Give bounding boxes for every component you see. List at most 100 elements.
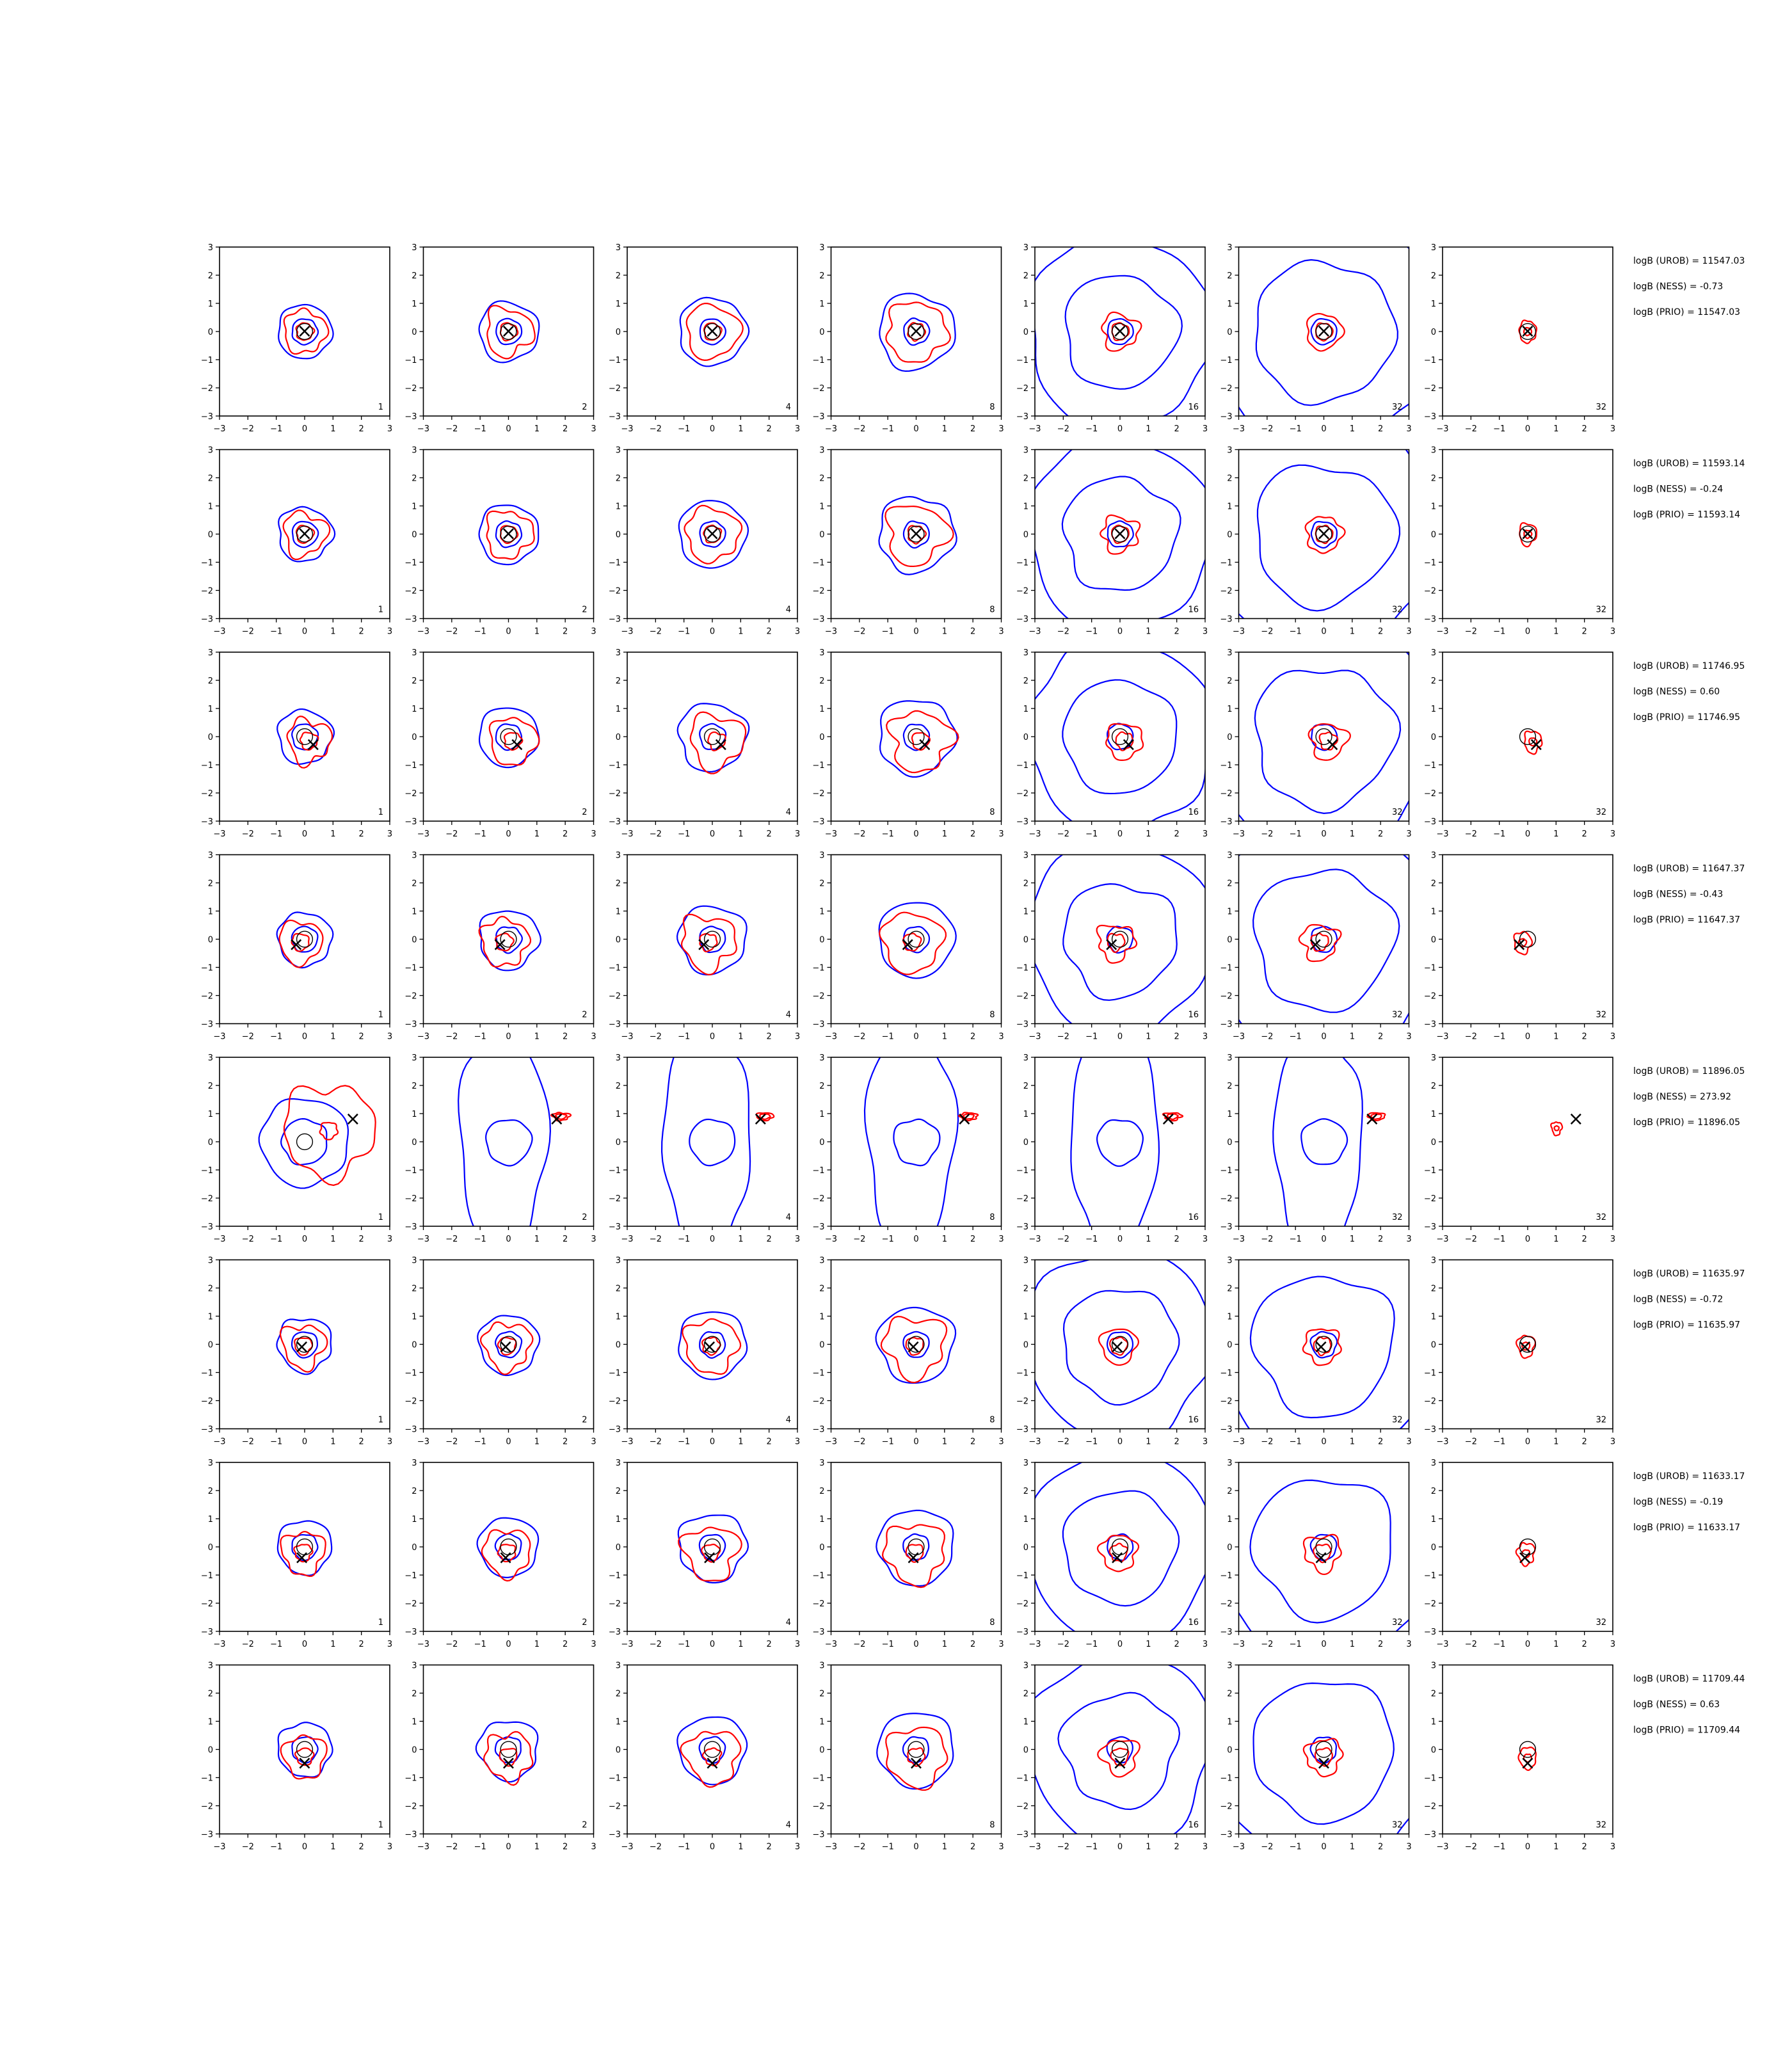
panel-contours — [1238, 1260, 1409, 1429]
x-tick-label: 3 — [998, 1032, 1004, 1042]
y-tick-label: −1 — [1016, 964, 1028, 973]
y-tick-label: 2 — [412, 1690, 417, 1699]
marker-x: × — [1511, 933, 1527, 956]
y-tick-label: −1 — [1220, 1166, 1232, 1176]
panel-contours — [1238, 247, 1409, 416]
y-tick-label: −1 — [201, 1774, 213, 1784]
origin-circle — [1519, 1538, 1537, 1556]
stats-text: logB (NESS) = 273.92 — [1633, 1092, 1731, 1102]
x-tick-label: 0 — [913, 1640, 918, 1649]
y-tick-label: 3 — [1227, 1661, 1232, 1671]
x-tick-label: −2 — [1465, 829, 1477, 839]
x-tick-label: −2 — [853, 1032, 865, 1042]
red-outer-contour — [1366, 1112, 1386, 1122]
y-tick-label: 3 — [412, 446, 417, 456]
y-tick-label: 3 — [819, 1053, 824, 1063]
x-tick-label: 2 — [1174, 627, 1180, 637]
y-tick-label: −3 — [812, 615, 824, 625]
y-tick-label: −1 — [201, 559, 213, 568]
stats-text: logB (UROB) = 11709.44 — [1633, 1674, 1745, 1684]
x-tick-label: 1 — [942, 1640, 947, 1649]
y-tick-label: 1 — [819, 502, 824, 512]
y-tick-label: −1 — [1424, 1571, 1436, 1581]
x-tick-label: 0 — [1525, 627, 1530, 637]
x-tick-label: 3 — [1610, 1843, 1615, 1852]
y-tick-label: −3 — [1424, 615, 1436, 625]
column-label: 2 — [582, 403, 587, 412]
blue-inner-contour — [495, 926, 523, 954]
x-tick-label: 1 — [330, 424, 335, 434]
red-outer-contour — [1308, 723, 1351, 761]
x-tick-label: 1 — [1146, 1640, 1151, 1649]
origin-circle — [1315, 931, 1332, 948]
x-tick-label: 3 — [591, 424, 596, 434]
x-tick-label: 1 — [330, 1640, 335, 1649]
y-tick-label: 0 — [1023, 733, 1028, 742]
y-tick-label: −2 — [1424, 1194, 1436, 1204]
column-label: 8 — [989, 808, 995, 817]
y-tick-label: −3 — [609, 1222, 621, 1232]
blue-outer-contour — [1062, 1490, 1180, 1607]
x-tick-label: −3 — [621, 424, 633, 434]
y-tick-label: 3 — [1227, 446, 1232, 456]
red-inner-contour — [905, 1544, 924, 1563]
panel-r7-c1: × −3−3 −2 −2 −1 −1 0 0 1 1 2 2 3 3 1 — [201, 1459, 392, 1649]
panel-contours — [676, 703, 750, 774]
y-tick-label: 3 — [208, 446, 213, 456]
x-tick-label: 1 — [330, 627, 335, 637]
y-tick-label: −3 — [201, 817, 213, 827]
x-tick-label: 2 — [767, 1843, 772, 1852]
y-tick-label: 2 — [208, 1082, 213, 1091]
x-tick-label: −2 — [1261, 1640, 1273, 1649]
blue-outer-contour — [1062, 679, 1178, 795]
x-tick-label: 3 — [387, 424, 392, 434]
y-tick-label: −2 — [201, 587, 213, 596]
red-outer-contour — [1105, 723, 1144, 761]
y-tick-label: −3 — [404, 1830, 417, 1840]
x-tick-label: 0 — [302, 1843, 307, 1852]
blue-outer-contour — [1062, 883, 1178, 1001]
column-label: 4 — [786, 403, 791, 412]
x-tick-label: 1 — [738, 1235, 743, 1244]
x-tick-label: 2 — [1378, 1640, 1383, 1649]
red-inner-contour — [1166, 1113, 1179, 1121]
panel-contours — [477, 1315, 541, 1377]
origin-circle — [1111, 1741, 1129, 1758]
y-tick-label: −1 — [404, 356, 417, 365]
panel-r2-c3: × −3−3 −2 −2 −1 −1 0 0 1 1 2 2 3 3 4 — [609, 446, 800, 637]
blue-outer-contour — [1249, 1276, 1395, 1419]
x-tick-label: −3 — [417, 1032, 429, 1042]
panel-contours — [1035, 854, 1205, 1024]
x-tick-label: −3 — [825, 1640, 837, 1649]
blue-outer-contour — [1064, 275, 1183, 390]
panel-r7-c6: × −3−3 −2 −2 −1 −1 0 0 1 1 2 2 3 3 32 — [1220, 1459, 1411, 1649]
stats-text: logB (NESS) = -0.43 — [1633, 890, 1723, 900]
y-tick-label: 2 — [1431, 676, 1436, 686]
y-tick-label: −1 — [201, 1369, 213, 1379]
x-tick-label: 3 — [591, 627, 596, 637]
y-tick-label: 2 — [1227, 1284, 1232, 1294]
x-tick-label: 1 — [1146, 424, 1151, 434]
y-tick-label: 2 — [616, 1487, 621, 1496]
x-tick-label: −1 — [1085, 1437, 1098, 1447]
x-tick-label: 1 — [330, 1032, 335, 1042]
y-tick-label: −1 — [1424, 356, 1436, 365]
y-tick-label: −3 — [1220, 1628, 1232, 1637]
panel-r2-c4: × −3−3 −2 −2 −1 −1 0 0 1 1 2 2 3 3 8 — [812, 446, 1004, 637]
x-tick-label: −3 — [417, 1843, 429, 1852]
y-tick-label: −1 — [609, 559, 621, 568]
blue-outer-contour — [478, 707, 540, 769]
x-tick-label: 3 — [795, 1640, 800, 1649]
axes-frame — [1034, 1057, 1206, 1227]
y-tick-label: −1 — [812, 761, 824, 771]
origin-circle — [703, 931, 721, 948]
red-outer-contour — [1298, 924, 1342, 963]
y-tick-label: −2 — [609, 992, 621, 1002]
stats-text: logB (PRIO) = 11635.97 — [1633, 1320, 1740, 1331]
y-tick-label: 0 — [1431, 531, 1436, 540]
blue-outer-contour — [676, 905, 748, 976]
y-tick-label: 3 — [412, 648, 417, 658]
x-tick-label: 0 — [1117, 1032, 1123, 1042]
panel-r3-c4: × −3−3 −2 −2 −1 −1 0 0 1 1 2 2 3 3 8 — [812, 648, 1004, 839]
red-outer-contour — [1517, 1747, 1537, 1772]
